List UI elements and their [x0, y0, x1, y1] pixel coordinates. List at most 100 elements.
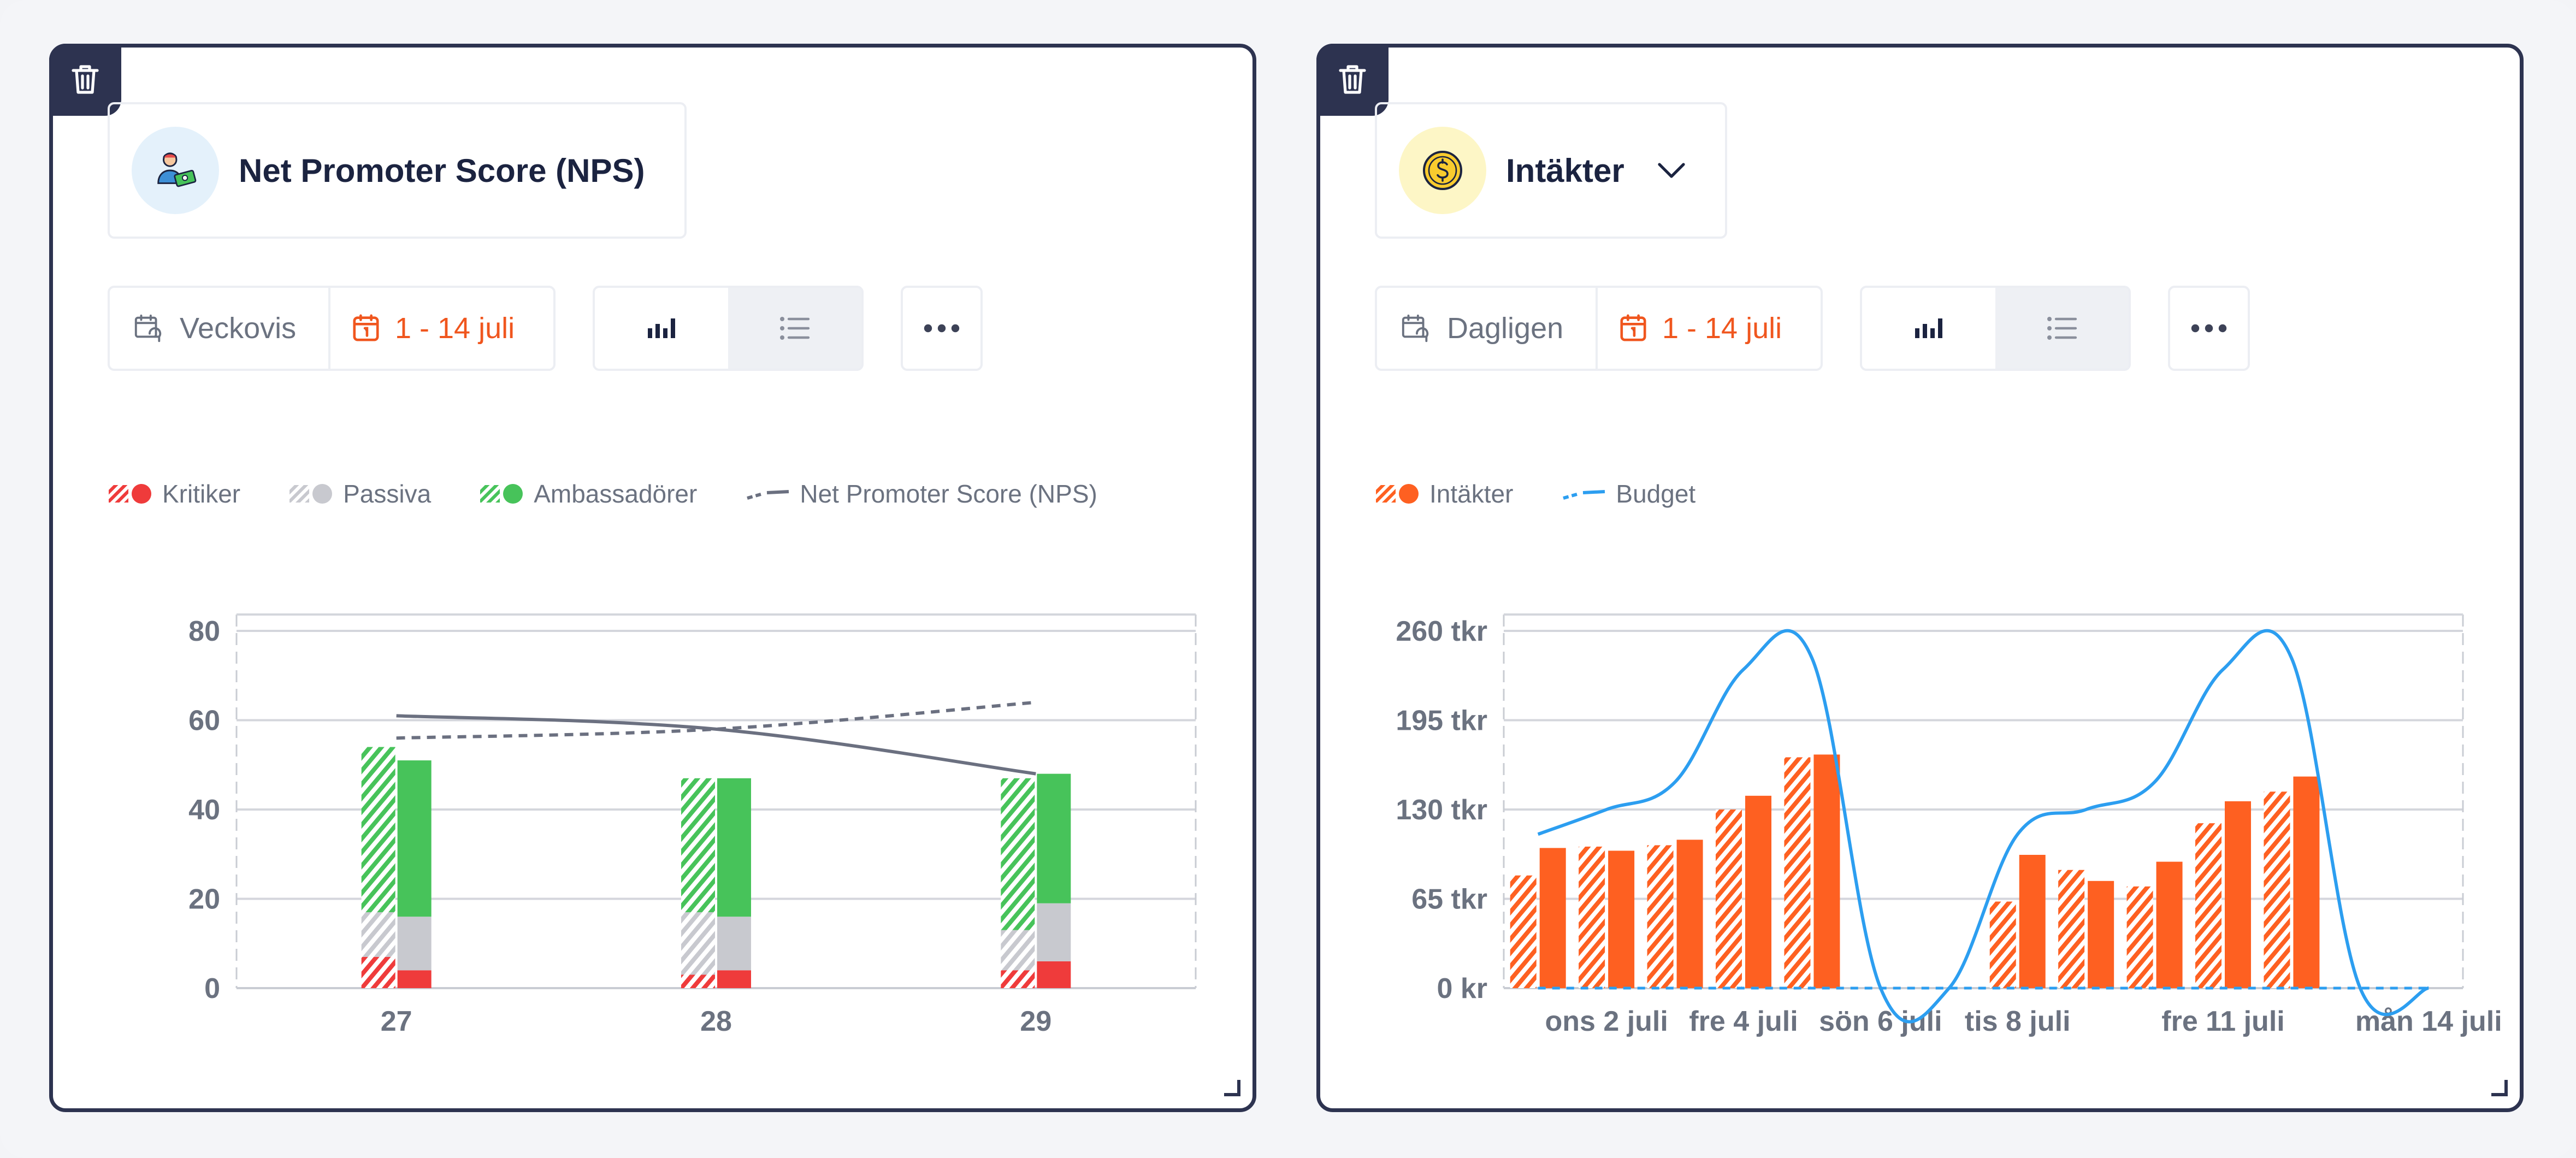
more-options-button[interactable] — [901, 286, 983, 371]
bar-intakter-hatched — [1989, 901, 2016, 988]
bar-ambassadrer-current — [1037, 773, 1071, 903]
date-range-button[interactable]: 1 - 14 juli — [330, 288, 515, 369]
legend-swatch-hatched-dot-icon — [1376, 484, 1419, 504]
period-selector: Dagligen 1 - 14 juli — [1375, 286, 1823, 371]
y-tick-label: 195 tkr — [1396, 705, 1487, 737]
bar-ambassadrer-current — [397, 760, 432, 917]
more-options-button[interactable] — [2168, 286, 2250, 371]
more-dots-icon — [924, 324, 960, 333]
bar-kritiker-previous — [361, 956, 395, 988]
calendar-refresh-icon — [134, 314, 162, 342]
x-tick-label: tis 8 juli — [1965, 1006, 2071, 1037]
nps-person-money-icon — [132, 127, 219, 214]
bar-intakter-solid — [1608, 850, 1635, 988]
x-tick-label: sön 6 juli — [1819, 1006, 1942, 1037]
nps-line-dashed — [396, 700, 1036, 740]
bar-intakter-hatched — [1510, 875, 1537, 988]
bar-kritiker-current — [1037, 961, 1071, 988]
bar-intakter-hatched — [2264, 791, 2290, 988]
list-view-button[interactable] — [728, 288, 861, 369]
bar-ambassadrer-previous — [361, 747, 395, 913]
bar-intakter-hatched — [1716, 810, 1742, 988]
bar-intakter-solid — [2225, 801, 2251, 988]
bar-chart-icon — [648, 318, 675, 338]
bar-intakter-solid — [1676, 840, 1703, 988]
x-tick-label: fre 4 juli — [1689, 1006, 1798, 1037]
widget-title-box: Net Promoter Score (NPS) — [108, 102, 687, 239]
chart-legend: Kritiker Passiva Ambassadörer — [108, 479, 1145, 509]
legend-label: Kritiker — [162, 480, 241, 508]
trash-icon — [1339, 65, 1366, 94]
date-range-label: 1 - 14 juli — [395, 312, 515, 345]
chart-legend: Intäkter Budget — [1375, 479, 1744, 509]
delete-widget-button[interactable] — [49, 44, 121, 116]
list-icon — [780, 317, 810, 340]
y-tick-label: 60 — [188, 705, 220, 737]
bar-passiva-previous — [361, 912, 395, 957]
date-range-label: 1 - 14 juli — [1662, 312, 1782, 345]
bar-intakter-hatched — [2126, 886, 2153, 988]
y-tick-label: 40 — [188, 794, 220, 826]
y-tick-label: 20 — [188, 884, 220, 915]
period-selector: Veckovis 1 - 14 juli — [108, 286, 556, 371]
x-tick-label: ons 2 juli — [1545, 1006, 1668, 1037]
view-toggle — [593, 286, 864, 371]
legend-item-intakter[interactable]: Intäkter — [1375, 479, 1513, 509]
bar-kritiker-current — [717, 970, 751, 988]
bar-intakter-hatched — [1647, 845, 1674, 988]
y-tick-label: 0 kr — [1437, 973, 1487, 1005]
resize-handle[interactable] — [2491, 1080, 2508, 1096]
legend-swatch-hatched-dot-icon — [480, 484, 523, 504]
x-tick-label: 28 — [700, 1006, 732, 1037]
bar-kritiker-current — [397, 970, 432, 988]
legend-label: Passiva — [343, 480, 432, 508]
chevron-down-icon — [1658, 163, 1685, 178]
legend-item-kritiker[interactable]: Kritiker — [108, 479, 240, 509]
legend-swatch-hatched-dot-icon — [289, 484, 333, 504]
revenue-chart: 0 kr 65 tkr 130 tkr 195 tkr 260 tkr ons 2 jul… — [1396, 613, 2502, 1037]
list-view-button[interactable] — [1995, 288, 2129, 369]
legend-item-budget[interactable]: Budget — [1561, 479, 1695, 509]
legend-item-ambassadorer[interactable]: Ambassadörer — [479, 479, 697, 509]
widget-title-box[interactable]: Intäkter — [1375, 102, 1727, 239]
legend-label: Intäkter — [1429, 480, 1514, 508]
period-granularity-label: Dagligen — [1447, 312, 1564, 345]
x-tick-label: 29 — [1020, 1006, 1051, 1037]
widget-title: Net Promoter Score (NPS) — [239, 152, 645, 189]
revenue-card: Intäkter Dagligen — [1316, 44, 2524, 1112]
bar-ambassadrer-previous — [681, 778, 715, 913]
y-tick-label: 80 — [188, 616, 220, 647]
chart-view-button[interactable] — [595, 288, 728, 369]
y-tick-label: 130 tkr — [1396, 794, 1487, 826]
y-tick-label: 260 tkr — [1396, 616, 1487, 647]
bar-intakter-solid — [1539, 848, 1566, 988]
y-tick-label: 65 tkr — [1411, 884, 1487, 915]
resize-handle[interactable] — [1224, 1080, 1240, 1096]
dollar-coin-icon — [1399, 127, 1486, 214]
bar-passiva-current — [397, 917, 432, 971]
view-toggle — [1860, 286, 2131, 371]
bar-chart-icon — [1915, 318, 1942, 338]
bar-intakter-solid — [2019, 855, 2046, 988]
x-tick-label: mån 14 juli — [2355, 1006, 2502, 1037]
y-tick-label: 0 — [204, 973, 220, 1005]
bar-intakter-solid — [1745, 795, 1771, 988]
bar-intakter-solid — [1813, 754, 1840, 988]
chart-view-button[interactable] — [1862, 288, 1995, 369]
trash-icon — [72, 65, 99, 94]
period-granularity-button[interactable]: Veckovis — [110, 288, 330, 369]
budget-line-solid — [1537, 629, 2429, 1024]
list-icon — [2047, 317, 2077, 340]
nps-chart: 0 20 40 60 80 27 28 29 — [188, 613, 1197, 1037]
legend-item-passiva[interactable]: Passiva — [288, 479, 431, 509]
period-granularity-label: Veckovis — [180, 312, 297, 345]
date-range-button[interactable]: 1 - 14 juli — [1598, 288, 1782, 369]
bar-kritiker-previous — [681, 974, 715, 988]
bar-passiva-current — [717, 917, 751, 971]
bar-intakter-solid — [2293, 776, 2320, 988]
nps-card: Net Promoter Score (NPS) Veckovis — [49, 44, 1256, 1112]
calendar-icon — [353, 314, 379, 341]
legend-item-nps[interactable]: Net Promoter Score (NPS) — [745, 479, 1097, 509]
period-granularity-button[interactable]: Dagligen — [1377, 288, 1598, 369]
